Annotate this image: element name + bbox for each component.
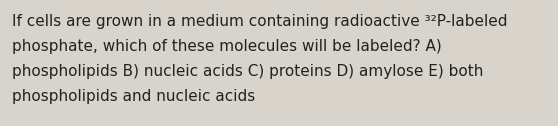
Text: phosphate, which of these molecules will be labeled? A): phosphate, which of these molecules will… [12,39,442,54]
Text: phospholipids and nucleic acids: phospholipids and nucleic acids [12,89,255,104]
Text: If cells are grown in a medium containing radioactive ³²P-labeled: If cells are grown in a medium containin… [12,14,507,29]
Text: phospholipids B) nucleic acids C) proteins D) amylose E) both: phospholipids B) nucleic acids C) protei… [12,64,483,79]
